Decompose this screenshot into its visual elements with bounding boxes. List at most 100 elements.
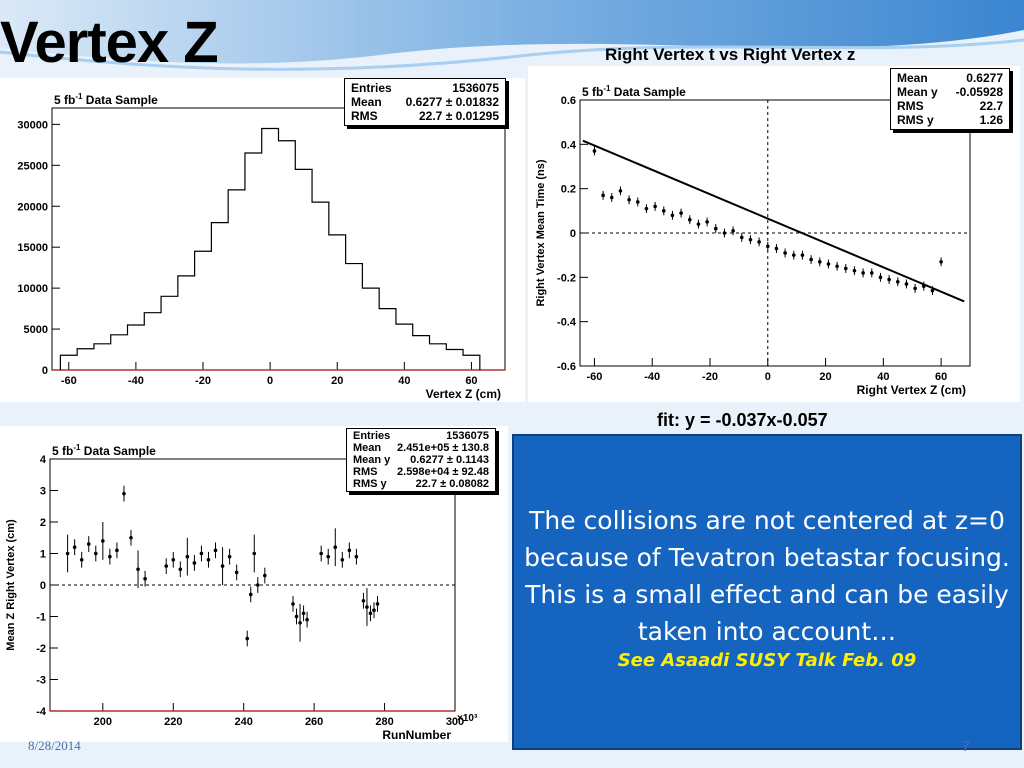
data-point — [301, 611, 306, 616]
data-point — [921, 284, 926, 288]
histogram-bar — [279, 141, 296, 370]
chart-subtitle: Right Vertex t vs Right Vertex z — [605, 45, 856, 64]
data-point — [79, 558, 84, 562]
data-point — [722, 231, 727, 235]
data-point — [791, 253, 796, 257]
x-tick-label: 40 — [398, 375, 410, 387]
legend-label: 5 fb-1 Data Sample — [52, 443, 156, 458]
page-number: 7 — [962, 738, 970, 754]
x-tick-label: -40 — [128, 375, 144, 387]
stats-key: RMS — [351, 109, 378, 123]
x-tick-label: 60 — [935, 371, 947, 383]
data-point — [122, 491, 126, 496]
histogram-bar — [446, 350, 463, 370]
data-point — [878, 275, 883, 280]
y-tick-label: 1 — [40, 549, 46, 561]
data-point — [136, 567, 140, 572]
y-tick-label: -0.2 — [557, 272, 576, 284]
data-point — [843, 266, 848, 271]
stats-row: RMS 22.7 — [891, 99, 1009, 113]
stats-value: -0.05928 — [955, 85, 1003, 99]
stats-row: Entries 1536075 — [345, 81, 505, 95]
slide-date: 8/28/2014 — [28, 738, 81, 753]
data-point — [178, 567, 183, 572]
histogram-bar — [312, 202, 329, 370]
histogram-bar — [60, 355, 77, 370]
data-point — [661, 209, 666, 213]
data-point — [294, 614, 299, 619]
data-point — [765, 244, 770, 249]
x-tick-label: 20 — [819, 371, 831, 383]
histogram-bar — [94, 344, 111, 370]
data-point — [869, 271, 874, 275]
data-point — [757, 240, 761, 244]
data-point — [644, 206, 649, 211]
data-point — [255, 583, 260, 587]
x-axis-label: RunNumber — [382, 728, 451, 742]
data-point — [939, 260, 943, 264]
data-point — [143, 576, 147, 581]
y-tick-label: 15000 — [17, 242, 48, 254]
data-point — [93, 551, 98, 556]
data-point — [86, 542, 91, 546]
stats-value: 22.7 ± 0.01295 — [419, 109, 499, 123]
stats-value: 2.598e+04 ± 92.48 — [397, 466, 489, 478]
data-point — [653, 204, 657, 209]
y-tick-label: -4 — [36, 706, 47, 718]
data-point — [291, 602, 295, 606]
x-tick-label: 240 — [235, 716, 253, 728]
data-point — [171, 558, 176, 562]
data-point — [826, 262, 831, 266]
histogram-bar — [463, 355, 480, 370]
y-tick-label: -0.4 — [557, 317, 577, 329]
y-tick-label: 20000 — [17, 201, 48, 213]
data-point — [354, 554, 359, 559]
stats-row: Mean y 0.6277 ± 0.1143 — [347, 454, 495, 466]
y-tick-label: -2 — [36, 643, 46, 655]
data-point — [609, 195, 614, 200]
fit-equation: fit: y = -0.037x-0.057 — [657, 410, 828, 430]
stats-row: Mean y -0.05928 — [891, 85, 1009, 99]
x-tick-label: 0 — [267, 375, 273, 387]
stats-key: RMS y — [353, 478, 387, 490]
stats-row: Entries 1536075 — [347, 430, 495, 442]
x-tick-label: 220 — [164, 716, 182, 728]
data-point — [618, 189, 623, 193]
y-tick-label: -3 — [36, 675, 46, 687]
time-vs-z-scatter: -60 -40 -20 0 20 40 60 -0.6 -0.4 -0.2 0 0.2 0.4 0.6 Ri… — [535, 84, 971, 397]
histogram-bar — [144, 313, 161, 370]
slide-title: Vertex Z — [0, 10, 219, 75]
x-tick-label: -40 — [644, 371, 660, 383]
x-tick-label: 200 — [94, 716, 112, 728]
stats-row: RMS 22.7 ± 0.01295 — [345, 109, 505, 123]
histogram-bar — [245, 153, 262, 370]
data-point — [164, 564, 169, 568]
histogram-bar — [211, 223, 228, 370]
data-point — [115, 548, 119, 553]
data-point — [245, 636, 250, 641]
histogram-bar — [362, 288, 379, 370]
data-point — [913, 286, 917, 291]
histogram-bar — [295, 169, 312, 370]
data-point — [252, 551, 257, 556]
vertex-z-histogram: -60 -40 -20 0 20 40 60 0 5000 10000 15000 20000 2500… — [17, 92, 506, 401]
histogram-bar — [329, 235, 346, 370]
stats-row: Mean 0.6277 ± 0.01832 — [345, 95, 505, 109]
data-point — [800, 253, 805, 257]
data-point — [635, 200, 640, 204]
x-tick-label: -60 — [61, 375, 77, 387]
data-point — [298, 621, 302, 625]
data-point — [696, 222, 701, 226]
histogram-bar — [161, 296, 178, 370]
histogram-bar — [228, 190, 245, 370]
stats-key: Mean — [897, 71, 928, 85]
y-tick-label: 0 — [42, 365, 48, 377]
y-tick-label: 10000 — [17, 283, 48, 295]
explanation-box: The collisions are not centered at z=0 b… — [512, 434, 1022, 750]
histogram-bar — [413, 336, 430, 370]
data-point — [887, 277, 891, 282]
data-point — [627, 197, 631, 202]
header-wave-graphic — [0, 0, 1024, 71]
histogram-bar — [262, 128, 279, 370]
data-point — [129, 535, 133, 540]
